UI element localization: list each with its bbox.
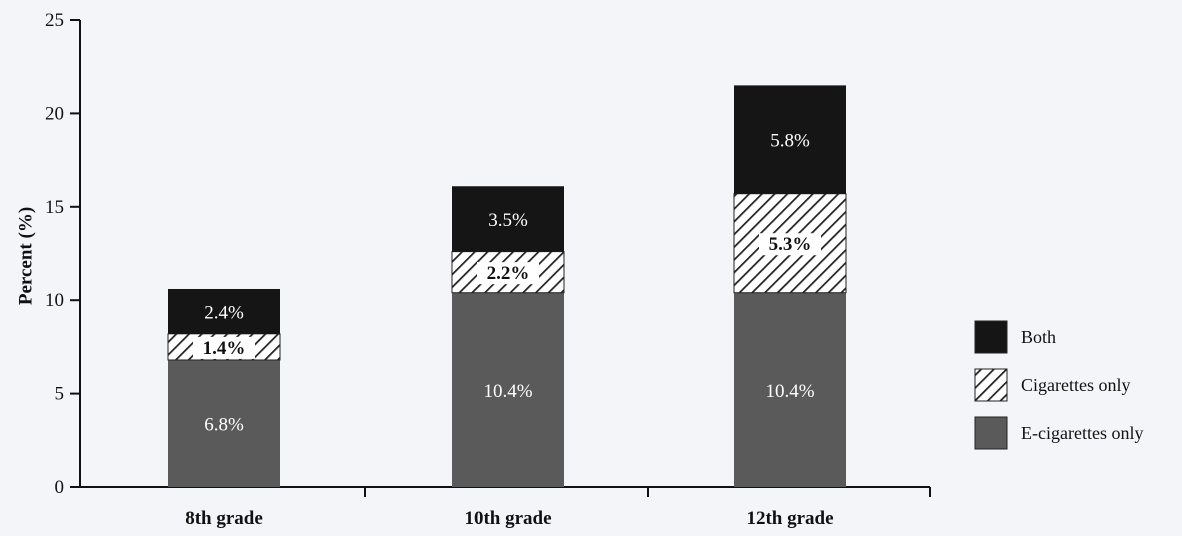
bar-segment (452, 292, 564, 487)
y-tick-label: 25 (45, 10, 64, 31)
data-label: 6.8% (204, 414, 244, 435)
legend-label: E-cigarettes only (1021, 423, 1143, 443)
bar-segment (734, 85, 846, 194)
legend: Both Cigarettes only E-cigarettes only (974, 320, 1143, 450)
data-label-backing (193, 336, 255, 359)
data-label: 1.4% (203, 338, 246, 359)
bars: 6.8% 1.4% 2.4% 10.4% 2.2% 3.5% 10.4% 5.3% 5.8% (167, 85, 847, 487)
data-label: 5.8% (770, 131, 810, 152)
y-tick-label: 20 (45, 103, 64, 124)
y-tick-label: 0 (55, 477, 65, 498)
legend-swatch (974, 320, 1008, 354)
legend-swatch (974, 416, 1008, 450)
bar-segment (452, 186, 564, 252)
data-label: 10.4% (483, 381, 532, 402)
bar-segment (168, 359, 280, 487)
y-axis-title: Percent (%) (15, 207, 36, 305)
data-label: 10.4% (765, 381, 814, 402)
legend-label: Cigarettes only (1021, 375, 1130, 395)
legend-label: Both (1021, 327, 1056, 347)
y-tick-label: 5 (55, 384, 65, 405)
legend-swatch (974, 368, 1008, 402)
data-label: 3.5% (488, 210, 528, 231)
data-label: 5.3% (769, 234, 812, 255)
y-tick-label: 10 (45, 290, 64, 311)
x-category-label: 12th grade (746, 508, 833, 529)
data-label: 2.2% (487, 263, 530, 284)
bar-segment (734, 292, 846, 487)
x-category-label: 8th grade (185, 508, 263, 529)
data-label-backing (477, 262, 539, 285)
y-tick-label: 15 (45, 197, 64, 218)
data-label: 2.4% (204, 302, 244, 323)
bar-segment (168, 288, 280, 334)
x-category-label: 10th grade (464, 508, 551, 529)
data-label-backing (759, 233, 821, 256)
